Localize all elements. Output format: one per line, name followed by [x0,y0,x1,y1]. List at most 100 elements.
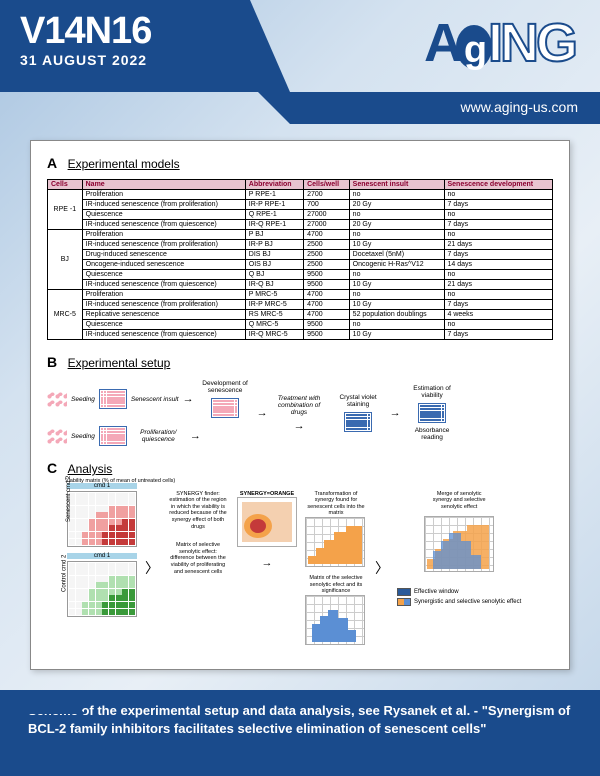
table-row: RPE -1ProliferationP RPE-12700nono [48,190,553,200]
flow-diagram: Seeding Senescent insult → Development o… [47,380,553,446]
table-row: Drug-induced senescenceDIS BJ2500Docetax… [48,250,553,260]
bracket-icon: 〉 [145,558,159,578]
arrow-icon: → [262,557,273,569]
flow-dev: Development of senescence [198,380,253,394]
blue-stair-chart [305,595,365,645]
table-row: Replicative senescenceRS MRC-5470052 pop… [48,310,553,320]
table-cell: 7 days [444,300,553,310]
plate-icon [344,412,372,432]
panel-c-label: C [47,460,57,476]
panel-a-label: A [47,155,57,171]
table-cell: Replicative senescence [82,310,245,320]
bracket-icon: 〉 [375,558,389,578]
synergy-heatmap [237,497,297,547]
plate-icon [418,403,446,423]
table-header: Cells [48,180,83,190]
table-row: IR-induced senescence (from quiescence)I… [48,280,553,290]
merge-chart [424,516,494,572]
table-cell: 7 days [444,330,553,340]
table-row: IR-induced senescence (from proliferatio… [48,240,553,250]
table-cell: Q BJ [245,270,303,280]
table-cell: 10 Gy [349,300,444,310]
table-cell: IR-P BJ [245,240,303,250]
table-cell: no [444,230,553,240]
table-cell: 20 Gy [349,220,444,230]
flow-treat: Treatment with combination of drugs [272,395,327,416]
panel-b-title: Experimental setup [68,356,171,370]
table-cell: 27000 [304,210,350,220]
synergy-orange-label: SYNERGY=ORANGE [237,491,297,498]
cell-type: RPE -1 [48,190,83,230]
legend: Effective window Synergistic and selecti… [397,586,521,606]
table-cell: IR-Q BJ [245,280,303,290]
table-cell: no [349,290,444,300]
viability-matrices: cmd 1 Senescent cmd 2 cmd 1 Control cmd … [47,491,137,617]
table-cell: Oncogene-induced senescence [82,260,245,270]
flow-seeding-bot: Seeding [71,433,95,440]
cell-type: BJ [48,230,83,290]
table-cell: Quiescence [82,320,245,330]
table-cell: 52 population doublings [349,310,444,320]
selective-desc: Matrix of selective senolytic effect: di… [167,542,229,575]
table-cell: P BJ [245,230,303,240]
table-row: BJProliferationP BJ4700nono [48,230,553,240]
table-cell: 700 [304,200,350,210]
table-cell: 27000 [304,220,350,230]
table-cell: 4700 [304,300,350,310]
legend-swatch-effective [397,588,411,596]
table-cell: 21 days [444,280,553,290]
table-cell: 10 Gy [349,280,444,290]
table-cell: IR-induced senescence (from quiescence) [82,280,245,290]
table-cell: Quiescence [82,210,245,220]
plate-icon [99,426,127,446]
table-cell: no [349,210,444,220]
header-band: V14N16 31 AUGUST 2022 AgING [0,0,600,92]
table-header: Name [82,180,245,190]
table-cell: RS MRC-5 [245,310,303,320]
figure-panel: A Experimental models CellsNameAbbreviat… [30,140,570,670]
table-cell: Drug-induced senescence [82,250,245,260]
table-cell: Q RPE-1 [245,210,303,220]
table-header: Senescent insult [349,180,444,190]
arrow-icon: → [294,420,305,432]
table-cell: 9500 [304,280,350,290]
flow-prolif: Proliferation/ quiescence [131,429,186,443]
table-cell: no [444,270,553,280]
table-cell: no [444,210,553,220]
aging-logo: AgING [424,12,575,74]
table-cell: 7 days [444,220,553,230]
arrow-icon: → [190,430,201,442]
table-row: QuiescenceQ MRC-59500nono [48,320,553,330]
flow-abs: Absorbance reading [405,427,460,441]
table-cell: no [349,270,444,280]
arrow-icon: → [257,407,268,419]
issue-date: 31 AUGUST 2022 [20,52,230,68]
table-cell: P RPE-1 [245,190,303,200]
merge-label: Merge of senolytic synergy and selective… [428,491,490,511]
table-cell: no [444,190,553,200]
table-cell: 20 Gy [349,200,444,210]
matrix-side-sen: Senescent cmd 2 [66,475,72,521]
logo-ing: ING [488,13,575,73]
table-cell: P MRC-5 [245,290,303,300]
legend-syn: Synergistic and selective senolytic effe… [414,599,521,605]
footer-caption: Scheme of the experimental setup and dat… [28,702,572,737]
table-cell: IR-induced senescence (from proliferatio… [82,240,245,250]
orange-stair-chart [305,517,365,567]
table-cell: Proliferation [82,230,245,240]
models-table: CellsNameAbbreviationCells/wellSenescent… [47,179,553,340]
table-header: Senescence development [444,180,553,190]
table-cell: 2500 [304,250,350,260]
logo-a: A [424,13,460,73]
analysis-row: cmd 1 Senescent cmd 2 cmd 1 Control cmd … [47,491,553,645]
table-cell: IR-P MRC-5 [245,300,303,310]
footer-band: Scheme of the experimental setup and dat… [0,690,600,776]
flow-insult: Senescent insult [131,396,179,403]
control-matrix: Control cmd 2 [67,561,137,617]
table-cell: IR-induced senescence (from proliferatio… [82,300,245,310]
table-cell: 9500 [304,270,350,280]
panel-b-label: B [47,354,57,370]
table-cell: IR-Q RPE-1 [245,220,303,230]
plate-icon [211,398,239,418]
table-cell: 9500 [304,330,350,340]
